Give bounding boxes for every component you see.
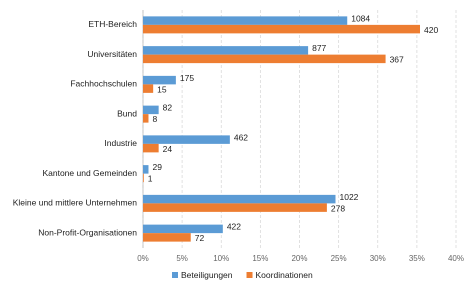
data-label: 877 — [312, 43, 326, 53]
x-tick-label: 10% — [213, 254, 229, 263]
data-label: 422 — [227, 222, 241, 232]
data-label: 72 — [195, 233, 205, 243]
y-tick-label: Universitäten — [87, 49, 137, 59]
bar — [143, 105, 159, 115]
bar — [143, 84, 154, 93]
y-tick-label: Kleine und mittlere Unternehmen — [13, 198, 138, 208]
y-tick-label: Fachhochschulen — [70, 79, 137, 89]
bar — [143, 54, 386, 64]
bar — [143, 194, 336, 204]
data-label: 420 — [424, 25, 438, 35]
y-tick-label: Industrie — [104, 138, 137, 148]
x-tick-label: 20% — [291, 254, 307, 263]
y-tick-label: ETH-Bereich — [88, 19, 137, 29]
x-tick-label: 40% — [448, 254, 464, 263]
data-label: 462 — [234, 132, 248, 142]
legend-label: Koordinationen — [256, 270, 313, 280]
bar — [143, 173, 144, 183]
x-tick-label: 30% — [370, 254, 386, 263]
data-label: 278 — [331, 203, 345, 213]
data-label: 367 — [390, 55, 404, 65]
data-label: 1022 — [339, 192, 358, 202]
data-label: 29 — [152, 162, 162, 172]
bar — [143, 135, 230, 144]
legend-swatch — [172, 272, 178, 278]
bar — [143, 75, 176, 85]
bar — [143, 143, 159, 153]
legend-label: Beteiligungen — [181, 270, 233, 280]
y-tick-label: Non-Profit-Organisationen — [38, 227, 137, 237]
x-tick-label: 0% — [137, 254, 149, 263]
legend-swatch — [246, 272, 253, 278]
bar — [143, 233, 191, 242]
bar — [143, 24, 421, 34]
data-label: 1 — [148, 174, 153, 184]
x-tick-label: 5% — [176, 254, 188, 263]
x-tick-label: 15% — [252, 254, 268, 263]
data-label: 175 — [180, 73, 194, 83]
data-label: 1084 — [351, 13, 370, 23]
bar — [143, 46, 309, 55]
data-label: 82 — [163, 103, 173, 113]
bar — [143, 16, 348, 25]
y-tick-label: Bund — [117, 108, 137, 118]
y-tick-label: Kantone und Gemeinden — [42, 168, 137, 178]
data-label: 24 — [163, 144, 173, 154]
bar — [143, 203, 327, 212]
bar — [143, 224, 223, 234]
x-tick-label: 25% — [331, 254, 347, 263]
bar — [143, 165, 149, 174]
bar — [143, 114, 149, 123]
data-label: 15 — [157, 84, 167, 94]
data-label: 8 — [152, 114, 157, 124]
x-tick-label: 35% — [409, 254, 425, 263]
